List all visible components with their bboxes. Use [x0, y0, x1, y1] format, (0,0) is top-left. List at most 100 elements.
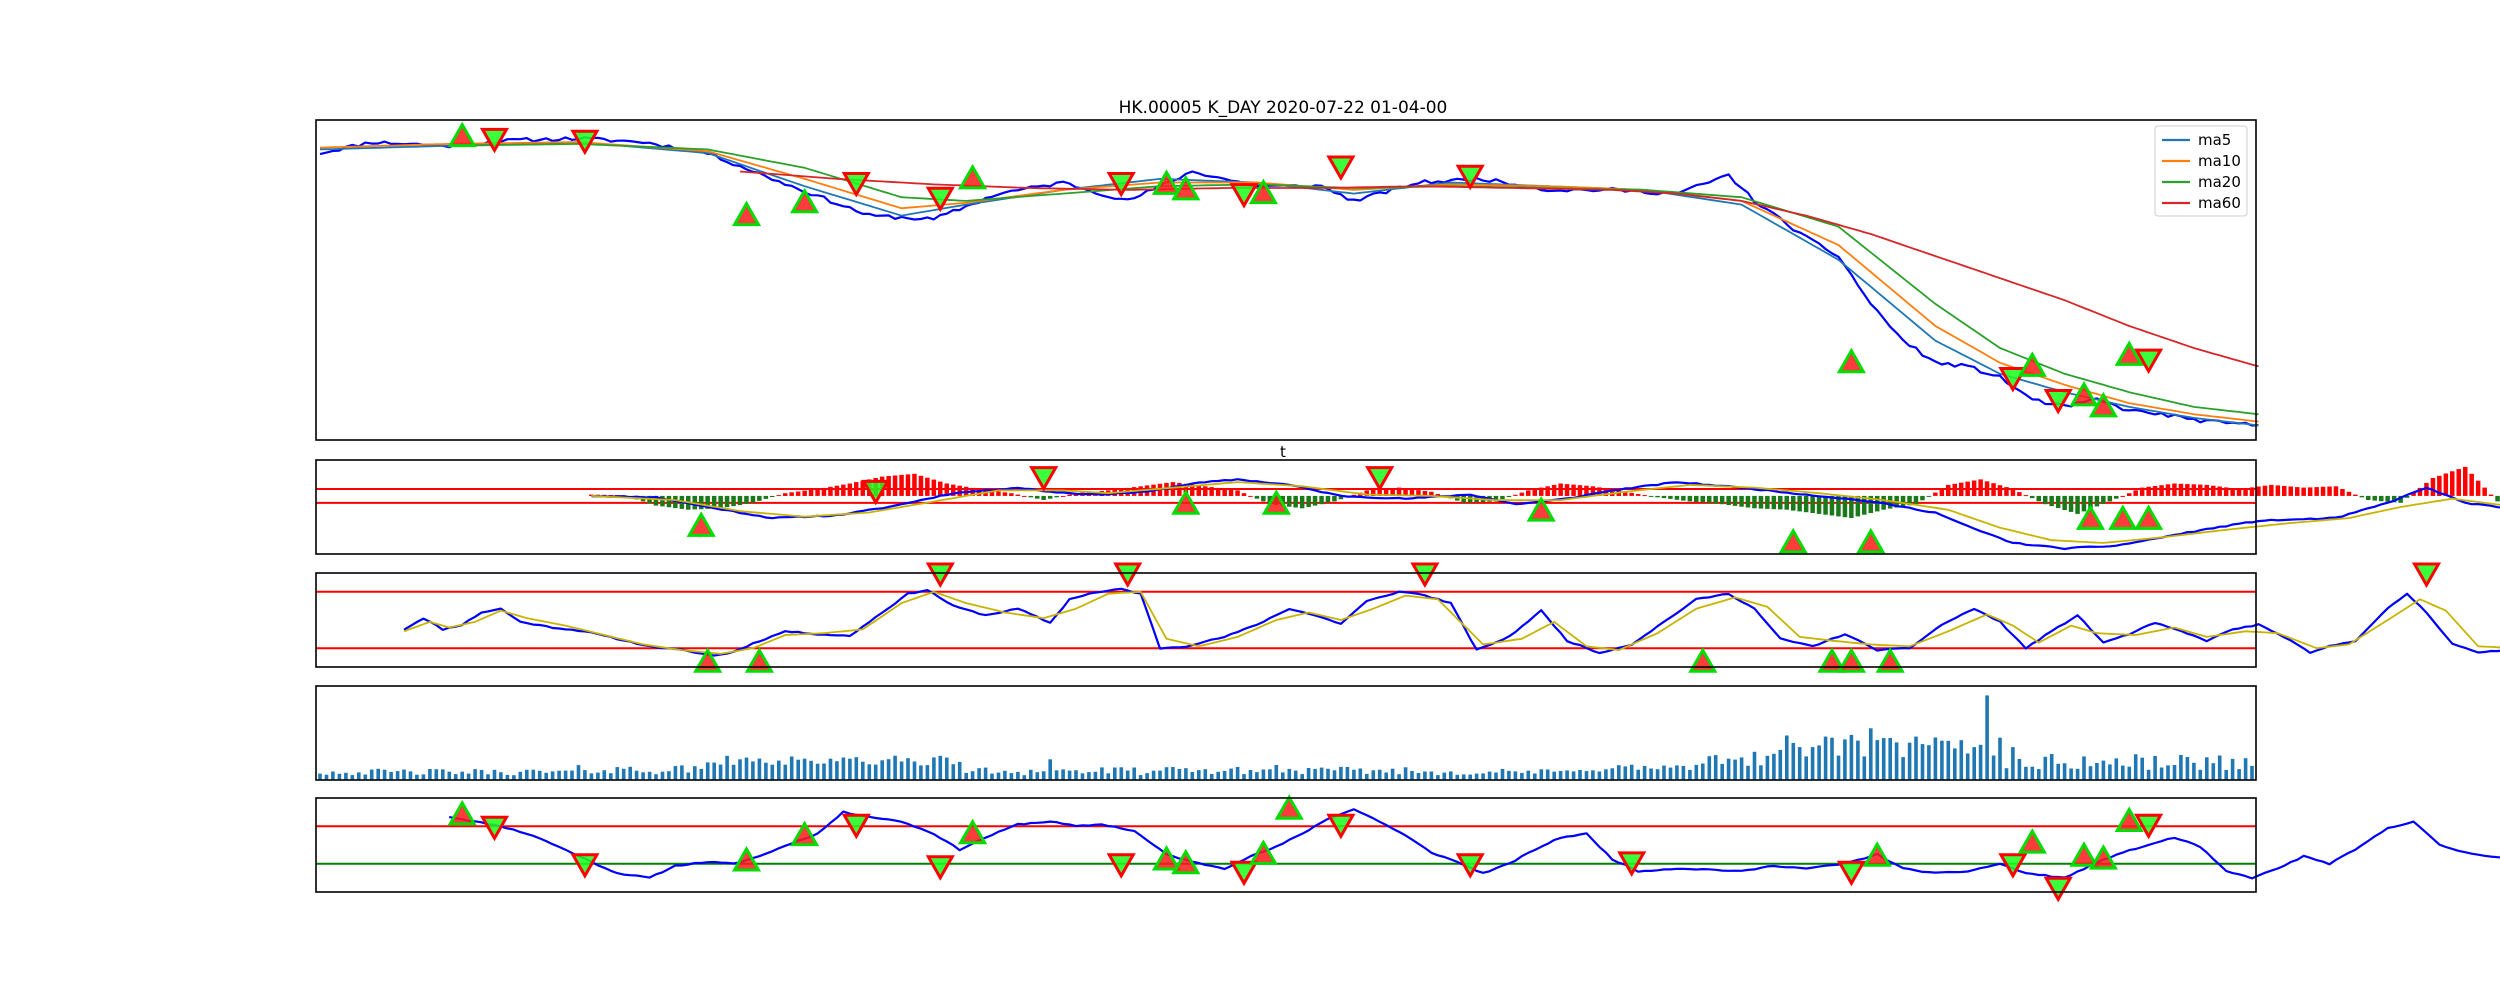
volume-panel [315, 685, 2257, 781]
macd-hist-bar-203 [1900, 495, 1906, 507]
macd-signal-marker-up-4 [1261, 489, 1291, 515]
volume-bar-126 [1132, 767, 1136, 780]
macd-hist-bar-226 [2049, 495, 2054, 507]
volume-bar-61 [712, 762, 716, 780]
macd-hist-bar-52 [925, 477, 930, 496]
macd-hist-bar-282 [2411, 492, 2416, 496]
macd-hist-bar-242 [2152, 486, 2158, 496]
volume-bar-68 [757, 758, 762, 780]
macd-hist-bar-53 [931, 479, 937, 496]
volume-bar-173 [1436, 775, 1440, 780]
macd-hist-bar-287 [2443, 473, 2449, 496]
volume-bar-32 [525, 769, 529, 780]
macd-hist-bar-29 [776, 495, 781, 497]
macd-hist-bar-94 [1196, 485, 1201, 496]
price-signal-marker-up-20 [2088, 391, 2118, 418]
kdj-signal-marker-down-9 [2411, 562, 2442, 589]
volume-bar-67 [751, 761, 755, 780]
volume-bar-183 [1500, 768, 1505, 780]
volume-bar-196 [1584, 771, 1589, 780]
volume-bar-193 [1565, 770, 1569, 780]
macd-hist-bar-152 [1571, 484, 1576, 496]
macd-hist-bar-64 [1002, 492, 1008, 496]
macd-hist-bar-228 [2062, 495, 2067, 510]
macd-hist-bar-0 [589, 494, 594, 496]
macd-hist-bar-175 [1719, 495, 1725, 505]
macd-hist-bar-222 [2023, 495, 2029, 497]
volume-bar-116 [1067, 770, 1072, 780]
macd-hist-bar-231 [2081, 495, 2087, 512]
macd-hist-bar-93 [1190, 484, 1195, 496]
rsi-signal-marker-up-12 [1248, 839, 1278, 865]
volume-bar-78 [822, 763, 826, 780]
macd-frame [315, 459, 2257, 555]
macd-hist-bar-233 [2094, 495, 2100, 507]
macd-hist-bar-56 [951, 484, 956, 496]
volume-bar-266 [2037, 769, 2041, 780]
volume-bar-219 [1733, 759, 1737, 780]
macd-hist-bar-176 [1726, 495, 1731, 505]
macd-hist-bar-151 [1564, 484, 1570, 496]
macd-hist-bar-69 [1035, 495, 1040, 499]
volume-bar-111 [1035, 772, 1040, 780]
macd-hist-bar-19 [711, 495, 717, 509]
macd-hist-bar-220 [2010, 489, 2016, 496]
volume-bar-194 [1571, 771, 1576, 780]
volume-bar-16 [421, 774, 426, 780]
rsi-signal-marker-up-9 [1151, 844, 1182, 871]
volume-bar-271 [2069, 768, 2073, 780]
volume-bar-221 [1746, 765, 1750, 780]
volume-bar-74 [796, 759, 800, 780]
volume-bar-152 [1300, 774, 1304, 780]
macd-signal-marker-up-6 [1526, 496, 1556, 522]
kdj-signal-marker-down-2 [925, 562, 955, 589]
macd-hist-bar-250 [2204, 484, 2209, 496]
macd-hist-bar-178 [1739, 495, 1744, 507]
volume-bar-29 [505, 774, 510, 780]
volume-bar-211 [1681, 766, 1686, 780]
macd-hist-bar-208 [1933, 492, 1938, 496]
volume-bar-248 [1920, 744, 1925, 780]
rsi-signal-marker-down-8 [1106, 853, 1136, 879]
volume-bar-129 [1151, 770, 1156, 780]
volume-bar-212 [1688, 769, 1692, 780]
rsi-signal-marker-down-5 [841, 813, 871, 840]
volume-bar-291 [2198, 769, 2203, 780]
macd-hist-bar-24 [744, 495, 749, 504]
volume-bar-62 [718, 764, 723, 780]
macd-hist-bar-72 [1054, 495, 1059, 498]
volume-bar-144 [1248, 770, 1253, 780]
macd-hist-bar-230 [2075, 495, 2080, 514]
macd-hist-bar-253 [2223, 487, 2229, 496]
volume-bar-264 [2024, 766, 2028, 780]
macd-signal-marker-up-3 [1171, 489, 1201, 515]
volume-bar-14 [408, 771, 413, 780]
volume-bar-251 [1940, 740, 1944, 780]
macd-hist-bar-245 [2172, 483, 2177, 496]
macd-hist-bar-270 [2333, 486, 2339, 496]
macd-hist-bar-236 [2114, 495, 2119, 499]
macd-hist-bar-154 [1584, 485, 1589, 496]
kdj-signal-marker-up-5 [1688, 647, 1718, 673]
macd-hist-bar-42 [860, 480, 865, 496]
rsi-signal-marker-down-25 [2134, 813, 2164, 840]
macd-hist-bar-229 [2068, 495, 2074, 512]
macd-hist-bar-165 [1655, 495, 1660, 498]
macd-hist-bar-252 [2217, 486, 2222, 496]
volume-bar-267 [2043, 756, 2048, 780]
macd-hist-bar-60 [976, 489, 982, 496]
volume-bar-135 [1190, 772, 1195, 780]
macd-hist-bar-249 [2198, 484, 2203, 496]
volume-bar-247 [1914, 736, 1918, 780]
macd-hist-bar-98 [1222, 488, 1227, 496]
volume-bar-252 [1946, 740, 1951, 780]
volume-bar-87 [880, 760, 884, 780]
macd-hist-bar-105 [1267, 495, 1273, 505]
macd-hist-bar-278 [2385, 495, 2390, 502]
macd-hist-bar-268 [2320, 486, 2326, 496]
macd-hist-bar-284 [2424, 482, 2429, 496]
volume-bar-38 [563, 770, 568, 780]
volume-bar-50 [641, 772, 645, 780]
macd-hist-bar-108 [1287, 495, 1292, 507]
volume-bar-288 [2179, 755, 2183, 780]
